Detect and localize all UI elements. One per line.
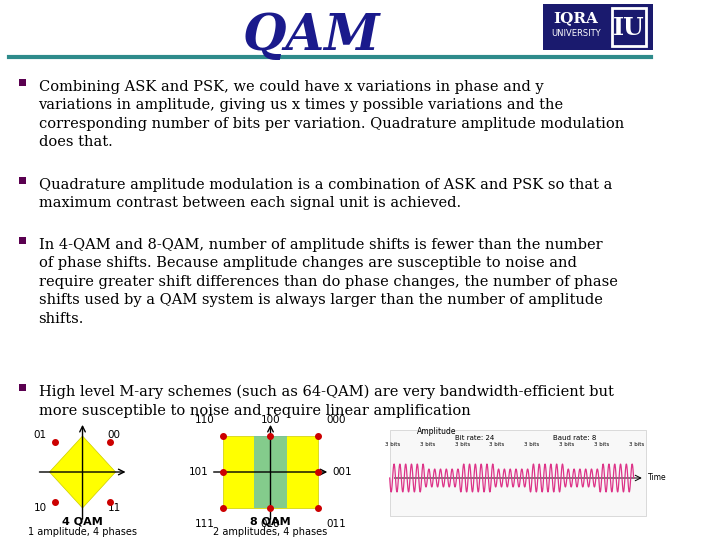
Text: 3 bits: 3 bits <box>629 442 644 447</box>
Text: IQRA: IQRA <box>554 11 598 25</box>
Text: Combining ASK and PSK, we could have x variations in phase and y
variations in a: Combining ASK and PSK, we could have x v… <box>38 80 624 149</box>
Bar <box>19 79 26 86</box>
Text: Bit rate: 24: Bit rate: 24 <box>455 435 494 441</box>
Bar <box>19 237 26 244</box>
Bar <box>390 430 647 516</box>
Bar <box>19 177 26 184</box>
Text: 100: 100 <box>261 415 280 425</box>
Text: 11: 11 <box>107 503 121 513</box>
Text: 010: 010 <box>261 519 280 529</box>
Text: 4 QAM: 4 QAM <box>62 516 103 526</box>
Text: 2 amplitudes, 4 phases: 2 amplitudes, 4 phases <box>213 527 328 537</box>
Text: 3 bits: 3 bits <box>594 442 609 447</box>
Text: 101: 101 <box>189 467 209 477</box>
Text: 3 bits: 3 bits <box>420 442 435 447</box>
Text: Amplitude: Amplitude <box>417 427 456 436</box>
Bar <box>611 8 647 46</box>
Text: 00: 00 <box>108 429 121 440</box>
Text: 8 QAM: 8 QAM <box>250 516 291 526</box>
Text: Time: Time <box>648 474 667 483</box>
Text: 3 bits: 3 bits <box>524 442 539 447</box>
Text: 001: 001 <box>332 467 352 477</box>
Text: 3 bits: 3 bits <box>384 442 400 447</box>
Text: QAM: QAM <box>243 11 381 60</box>
Text: 110: 110 <box>195 415 215 425</box>
Polygon shape <box>50 436 115 508</box>
Text: In 4-QAM and 8-QAM, number of amplitude shifts is fewer than the number
of phase: In 4-QAM and 8-QAM, number of amplitude … <box>38 238 617 326</box>
Text: 111: 111 <box>195 519 215 529</box>
Text: UNIVERSITY: UNIVERSITY <box>551 30 600 38</box>
Text: IU: IU <box>613 16 645 40</box>
Bar <box>222 436 318 508</box>
Text: 000: 000 <box>327 415 346 425</box>
Text: 3 bits: 3 bits <box>454 442 469 447</box>
Bar <box>543 4 653 50</box>
Text: 3 bits: 3 bits <box>559 442 575 447</box>
Text: Baud rate: 8: Baud rate: 8 <box>553 435 596 441</box>
Text: 1 amplitude, 4 phases: 1 amplitude, 4 phases <box>28 527 137 537</box>
Text: 3 bits: 3 bits <box>490 442 505 447</box>
Text: Quadrature amplitude modulation is a combination of ASK and PSK so that a
maximu: Quadrature amplitude modulation is a com… <box>38 178 612 211</box>
Text: 01: 01 <box>33 429 47 440</box>
Bar <box>19 384 26 391</box>
Text: High level M-ary schemes (such as 64-QAM) are very bandwidth-efficient but
more : High level M-ary schemes (such as 64-QAM… <box>38 385 613 418</box>
Bar <box>254 436 287 508</box>
Text: 10: 10 <box>33 503 47 513</box>
Text: 011: 011 <box>326 519 346 529</box>
